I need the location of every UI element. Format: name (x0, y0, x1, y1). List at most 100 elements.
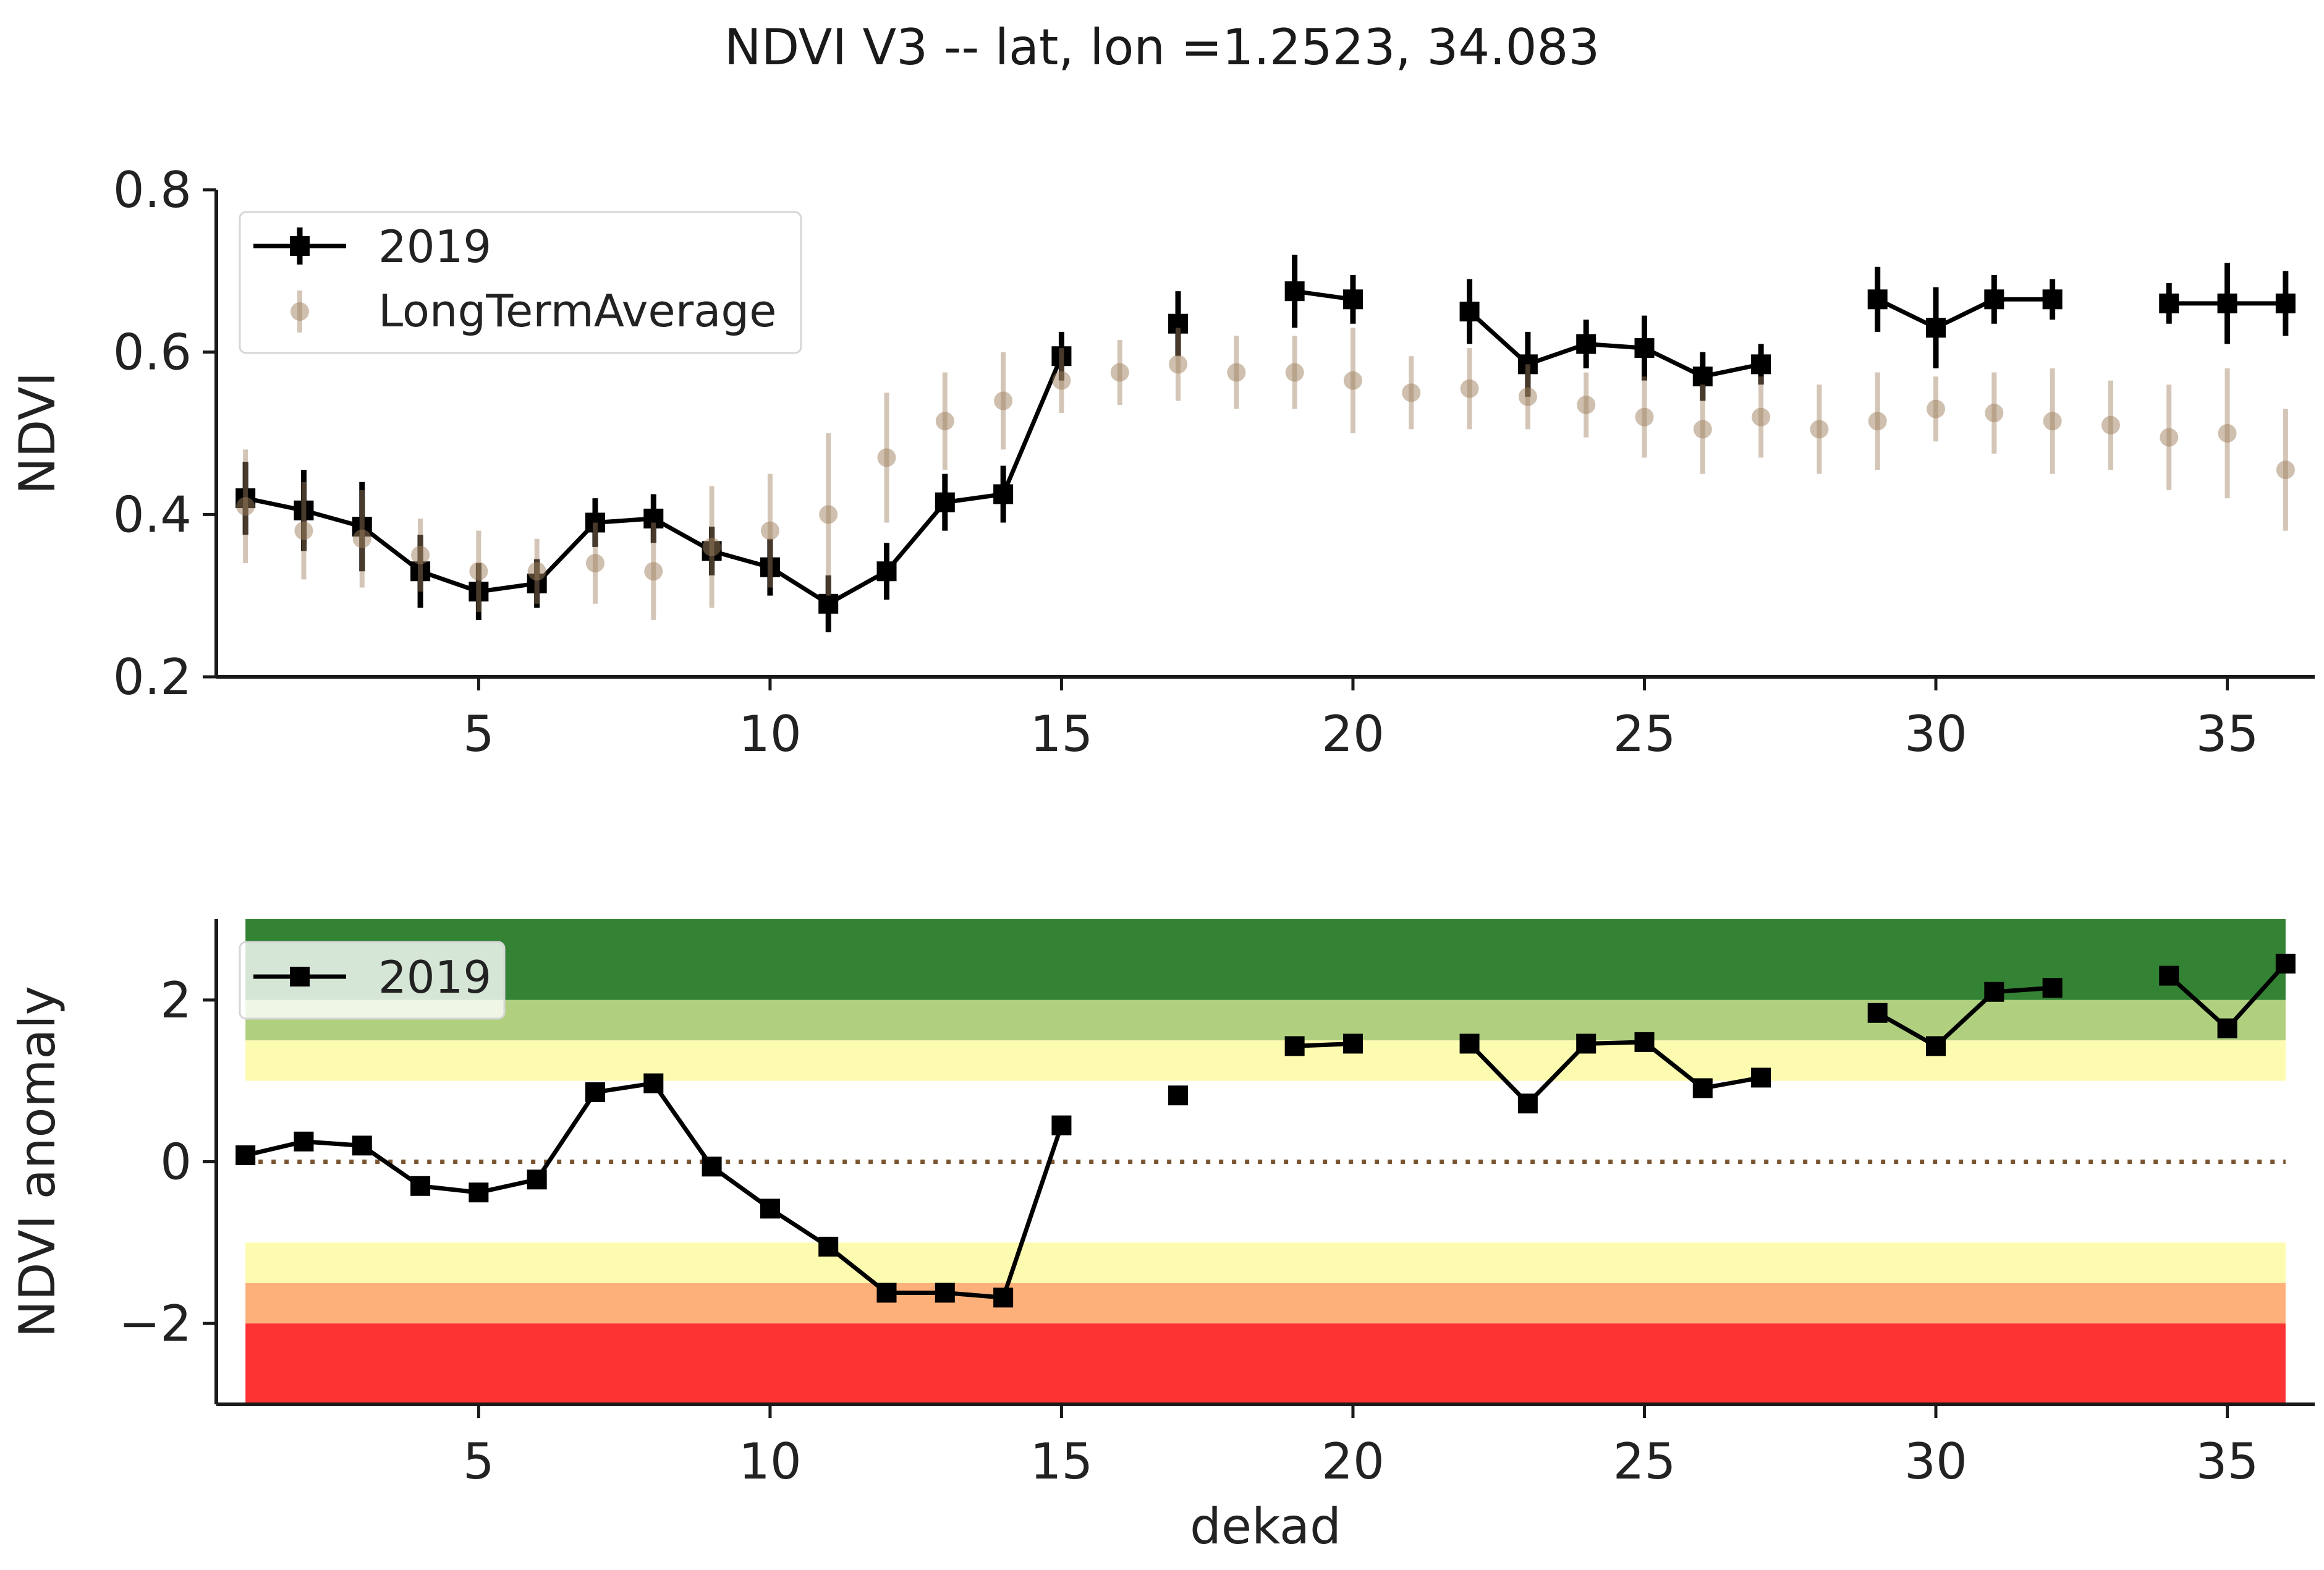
y-tick-label: 0.2 (113, 648, 192, 706)
ltavg-point (1460, 379, 1479, 398)
series-2019-marker (1284, 1036, 1305, 1056)
figure-title: NDVI V3 -- lat, lon =1.2523, 34.083 (724, 19, 1600, 76)
x-tick-label: 35 (2196, 1433, 2259, 1490)
series-2019-marker (1692, 1078, 1713, 1098)
series-2019-marker (760, 557, 780, 577)
series-2019-marker (643, 1073, 664, 1093)
series-2019-marker (2217, 1018, 2237, 1038)
series-2019-marker (2159, 293, 2179, 313)
ltavg-point (294, 521, 313, 540)
legend-2019-label: 2019 (378, 951, 491, 1003)
x-tick-label: 15 (1030, 705, 1093, 763)
series-2019-marker (935, 492, 955, 512)
series-2019-marker (1051, 346, 1072, 367)
ltavg-point (236, 497, 255, 516)
series-2019-marker (760, 1199, 780, 1219)
anomaly-band (245, 999, 2286, 1041)
legend-box (239, 941, 506, 1020)
series-2019-marker (1168, 1085, 1189, 1106)
series-2019-marker (643, 508, 664, 528)
x-tick-label: 5 (463, 1433, 494, 1490)
legend-2019-marker-swatch (290, 967, 310, 987)
series-2019-marker (2042, 289, 2063, 310)
y-tick-label: 0.4 (113, 486, 192, 543)
series-2019-marker (1867, 1003, 1888, 1023)
ltavg-point (1635, 407, 1654, 426)
series-2019-marker (935, 1283, 955, 1303)
series-2019-marker (1751, 1067, 1771, 1088)
series-2019-marker (1342, 289, 1363, 310)
series-2019-marker (1984, 289, 2004, 310)
x-axis-label: dekad (1190, 1498, 1341, 1555)
y-tick-label: 2 (160, 972, 192, 1029)
series-2019-marker (876, 561, 897, 582)
series-2019-marker (1342, 1033, 1363, 1054)
series-2019-marker (1634, 338, 1655, 359)
ltavg-point (877, 448, 896, 467)
y-tick-label: 0.8 (113, 161, 192, 219)
y-tick-label: 0.6 (113, 324, 192, 381)
ltavg-point (1052, 371, 1071, 390)
ltavg-point (644, 562, 663, 581)
series-2019-marker (2217, 293, 2237, 313)
x-tick-label: 10 (739, 705, 802, 763)
series-2019-marker (585, 1082, 605, 1102)
ndvi-anomaly-panel: 5 10 15 20 25 30 35 −2 0 2 NDVI anomaly dekad 2019 (9, 919, 2315, 1555)
legend-2019-marker-swatch (290, 236, 310, 256)
ltavg-point (1752, 407, 1771, 426)
series-2019-marker (410, 561, 431, 582)
series-2019-line (1877, 297, 2053, 330)
series-2019-marker (1692, 367, 1713, 387)
series-2019-marker (818, 593, 839, 614)
ltavg-point (1343, 371, 1362, 390)
series-2019-marker (1926, 318, 1946, 338)
series-2019-marker (352, 1135, 372, 1156)
ltavg-point (2101, 415, 2120, 435)
legend-ltavg-marker-swatch (290, 302, 309, 321)
y-axis-label: NDVI (9, 372, 66, 494)
ltavg-point (585, 554, 604, 573)
legend-2019-label: 2019 (378, 221, 491, 273)
ltavg-point (1693, 420, 1712, 439)
series-2019-marker (1284, 281, 1305, 302)
series-2019-marker (818, 1236, 839, 1257)
y-tick-label: 0 (160, 1134, 192, 1191)
series-2019-marker (1517, 354, 1538, 375)
ltavg-point (702, 537, 721, 556)
series-2019-marker (2159, 965, 2179, 986)
series-2019-marker (410, 1176, 431, 1196)
ltavg-point (2043, 412, 2062, 431)
series-2019-marker (1634, 1032, 1655, 1052)
ltavg-point (1169, 355, 1188, 374)
ltavg-point (2160, 428, 2179, 447)
anomaly-band (245, 1242, 2286, 1283)
series-2019-marker (469, 582, 489, 602)
ltavg-point (1110, 363, 1129, 382)
ndvi-panel: 5 10 15 20 25 30 35 0.2 0.4 0.6 0.8 NDVI 2019 LongTer… (9, 161, 2315, 763)
series-2019-marker (1984, 982, 2004, 1002)
series-2019-marker (585, 512, 605, 533)
series-2019-marker (527, 1169, 547, 1190)
series-2019-marker (235, 1145, 256, 1166)
ltavg-point (1810, 420, 1829, 439)
x-tick-label: 30 (1904, 705, 1967, 763)
legend-box (239, 211, 802, 354)
series-2019-line (1876, 985, 2053, 1048)
series-2019-marker (1459, 302, 1480, 321)
x-tick-label: 5 (463, 705, 494, 763)
series-2019-marker (1576, 334, 1597, 354)
series-2019-marker (993, 484, 1014, 504)
ltavg-point (1868, 412, 1887, 431)
ltavg-point (1577, 396, 1596, 415)
ltavg-point (2218, 424, 2237, 443)
x-tick-label: 15 (1030, 1433, 1093, 1490)
ltavg-point (411, 546, 430, 564)
series-2019-marker (1751, 354, 1771, 375)
series-2019-line (1468, 310, 1762, 379)
series-2019-marker (1867, 289, 1888, 310)
anomaly-band (245, 919, 2286, 1000)
series-2019-marker (1576, 1033, 1597, 1054)
ltavg-point (527, 562, 546, 581)
x-tick-label: 20 (1321, 705, 1385, 763)
